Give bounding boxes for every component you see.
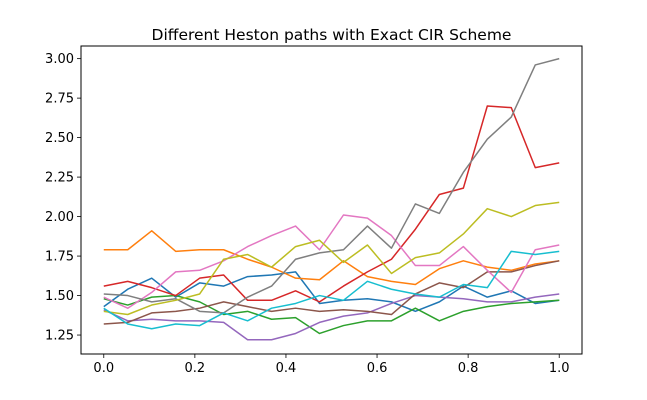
x-tick-label: 0.8 (458, 361, 479, 376)
y-tick-label: 1.25 (45, 329, 74, 344)
y-tick-label: 2.25 (45, 171, 74, 186)
series-layer (103, 57, 560, 341)
series-line-6 (103, 260, 560, 325)
series-line-2 (103, 230, 560, 286)
y-tick-label: 2.00 (45, 210, 74, 225)
x-tick-label: 0.0 (93, 361, 114, 376)
series-line-3 (103, 294, 560, 335)
y-tick-label: 1.50 (45, 289, 74, 304)
y-axis: 1.25 1.50 1.75 2.00 2.25 2.50 2.75 3.00 (45, 52, 81, 344)
y-tick-label: 1.75 (45, 250, 74, 265)
x-tick-label: 0.2 (185, 361, 206, 376)
chart-title: Different Heston paths with Exact CIR Sc… (152, 26, 512, 44)
plot-frame (80, 45, 583, 355)
series-line-10 (103, 250, 560, 330)
series-line-7 (103, 214, 560, 309)
y-tick-label: 2.75 (45, 92, 74, 107)
series-line-9 (103, 201, 560, 316)
y-tick-label: 3.00 (45, 52, 74, 67)
series-line-4 (103, 105, 560, 303)
x-tick-label: 0.6 (367, 361, 388, 376)
x-tick-label: 1.0 (549, 361, 570, 376)
x-axis: 0.0 0.2 0.4 0.6 0.8 1.0 (93, 354, 570, 376)
series-line-1 (103, 271, 560, 313)
y-tick-label: 2.50 (45, 131, 74, 146)
x-tick-label: 0.4 (276, 361, 297, 376)
series-line-5 (103, 293, 560, 341)
